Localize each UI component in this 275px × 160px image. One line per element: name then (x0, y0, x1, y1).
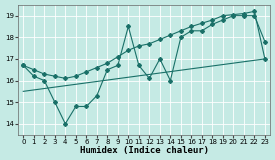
X-axis label: Humidex (Indice chaleur): Humidex (Indice chaleur) (79, 146, 208, 155)
